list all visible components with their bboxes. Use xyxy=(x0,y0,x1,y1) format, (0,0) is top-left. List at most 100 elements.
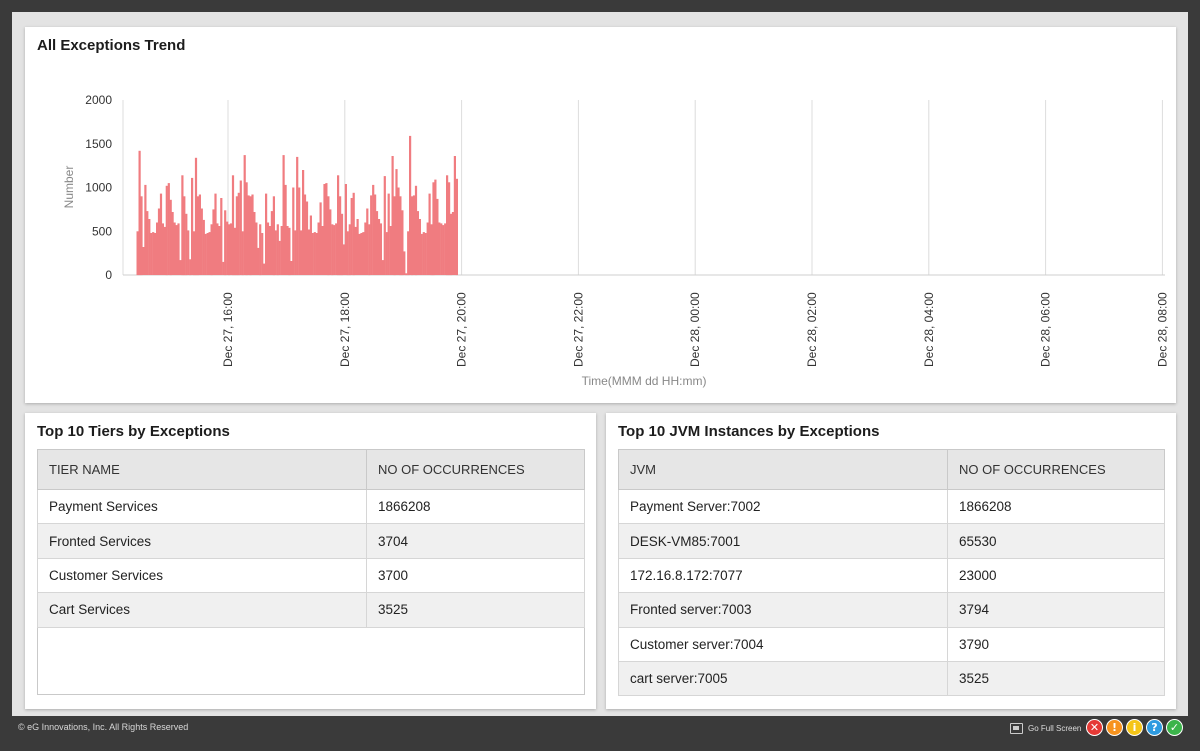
bar xyxy=(362,232,365,275)
fullscreen-icon xyxy=(1010,722,1023,734)
panel-title: All Exceptions Trend xyxy=(37,37,186,54)
bar xyxy=(163,226,166,275)
bar xyxy=(175,225,178,275)
bar xyxy=(442,225,445,275)
bar xyxy=(401,210,404,276)
y-axis-title: Number xyxy=(62,166,76,209)
bar xyxy=(183,196,186,276)
bar xyxy=(407,231,410,276)
bar xyxy=(259,224,262,276)
jvm-table: JVM NO OF OCCURRENCES Payment Server:700… xyxy=(618,449,1165,697)
bar xyxy=(253,212,256,275)
bar xyxy=(173,222,176,275)
bar xyxy=(356,219,359,275)
bar xyxy=(154,233,157,275)
table-row[interactable]: DESK-VM85:7001 65530 xyxy=(618,523,1165,559)
normal-icon[interactable]: ✓ xyxy=(1166,719,1183,736)
bar xyxy=(366,208,369,275)
bar xyxy=(241,231,244,276)
top-jvm-panel: Top 10 JVM Instances by Exceptions JVM N… xyxy=(606,413,1176,709)
bar xyxy=(323,184,326,275)
bar xyxy=(189,259,192,276)
table-row[interactable]: Customer server:7004 3790 xyxy=(618,626,1165,662)
column-header-tier-name[interactable]: TIER NAME xyxy=(37,449,367,490)
minor-icon[interactable]: i xyxy=(1126,719,1143,736)
bar xyxy=(278,240,281,275)
occurrences-cell: 3525 xyxy=(366,592,585,628)
table-row[interactable]: cart server:7005 3525 xyxy=(618,660,1165,697)
bar xyxy=(448,182,451,276)
bar xyxy=(194,157,198,276)
bar xyxy=(272,196,275,276)
bar xyxy=(319,202,322,275)
bar xyxy=(428,193,431,275)
occurrences-cell: 1866208 xyxy=(947,488,1165,525)
bar xyxy=(414,185,418,276)
bar xyxy=(305,201,309,275)
major-icon[interactable]: ! xyxy=(1106,719,1123,736)
bar xyxy=(270,211,273,275)
table-row[interactable]: Fronted Services 3704 xyxy=(37,523,585,559)
bar xyxy=(148,219,151,275)
bar xyxy=(191,177,194,275)
fullscreen-button[interactable]: Go Full Screen xyxy=(1010,719,1081,737)
table-row[interactable]: Payment Services 1866208 xyxy=(37,488,585,525)
bar xyxy=(179,260,182,275)
bar xyxy=(451,212,455,275)
y-tick-label: 1000 xyxy=(85,181,112,195)
bar xyxy=(420,233,423,275)
x-axis-title: Time(MMM dd HH:mm) xyxy=(582,374,707,388)
bar xyxy=(284,184,287,275)
y-tick-label: 0 xyxy=(105,268,112,282)
bar xyxy=(327,196,330,276)
table-row[interactable]: Fronted server:7003 3794 xyxy=(618,592,1165,628)
column-header-occurrences[interactable]: NO OF OCCURRENCES xyxy=(947,449,1165,490)
bar xyxy=(374,194,377,275)
bar xyxy=(337,175,340,276)
bar xyxy=(389,226,392,275)
bar xyxy=(438,222,441,275)
tier-name-cell: Customer Services xyxy=(37,557,367,594)
table-row[interactable]: Customer Services 3700 xyxy=(37,557,585,594)
tier-name-cell: Cart Services xyxy=(37,592,367,628)
bar xyxy=(321,226,324,275)
tier-name-cell: Fronted Services xyxy=(37,523,367,559)
alarm-status-icons: ✕! i? ✓ xyxy=(1086,719,1183,736)
column-header-jvm[interactable]: JVM xyxy=(618,449,948,490)
jvm-name-cell: Payment Server:7002 xyxy=(618,488,948,525)
table-row[interactable]: Cart Services 3525 xyxy=(37,592,585,628)
x-tick-label: Dec 27, 18:00 xyxy=(338,292,352,367)
bar xyxy=(249,196,252,276)
bar xyxy=(354,226,357,275)
occurrences-cell: 3704 xyxy=(366,523,585,559)
critical-icon[interactable]: ✕ xyxy=(1086,719,1103,736)
bar xyxy=(313,232,316,275)
bar xyxy=(150,233,153,275)
help-icon[interactable]: ? xyxy=(1146,719,1163,736)
x-tick-label: Dec 27, 22:00 xyxy=(571,292,585,367)
bar xyxy=(296,156,299,275)
bar xyxy=(298,187,301,275)
bar xyxy=(210,224,213,276)
bar xyxy=(377,219,381,275)
bar xyxy=(144,184,147,275)
fullscreen-label: Go Full Screen xyxy=(1028,723,1082,733)
bar xyxy=(288,227,291,276)
column-header-occurrences[interactable]: NO OF OCCURRENCES xyxy=(366,449,585,490)
bar xyxy=(286,226,289,275)
bar xyxy=(379,223,382,275)
bar xyxy=(235,196,238,276)
occurrences-cell: 23000 xyxy=(947,557,1165,594)
occurrences-cell: 1866208 xyxy=(366,488,585,525)
bar xyxy=(140,196,143,276)
jvm-name-cell: DESK-VM85:7001 xyxy=(618,523,948,559)
bar xyxy=(309,215,312,275)
table-row[interactable]: Payment Server:7002 1866208 xyxy=(618,488,1165,525)
table-row[interactable]: 172.16.8.172:7077 23000 xyxy=(618,557,1165,594)
bar xyxy=(302,170,305,275)
bar xyxy=(342,244,346,275)
bar xyxy=(307,229,310,275)
bar xyxy=(280,226,283,275)
x-tick-label: Dec 27, 20:00 xyxy=(455,292,469,367)
jvm-name-cell: 172.16.8.172:7077 xyxy=(618,557,948,594)
